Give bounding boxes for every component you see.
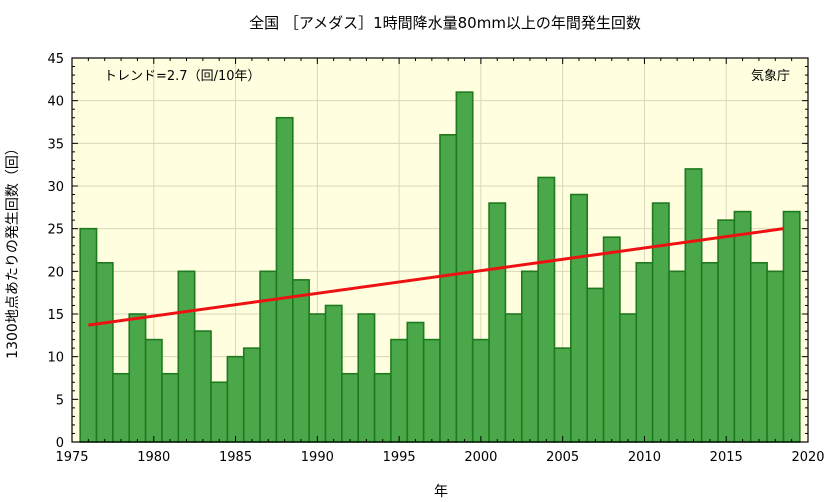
x-tick-label: 2015 [710,450,743,465]
y-axis: 0 5 10 15 20 25 30 35 40 45 [47,52,808,451]
bar-1994 [373,372,392,443]
bar-1976 [79,227,98,443]
bar-2017 [749,261,768,443]
bar-1986 [242,347,261,443]
x-tick-label: 1975 [55,450,88,465]
y-tick-label: 45 [47,52,64,67]
bar-1981 [161,372,180,443]
y-tick-label: 15 [47,308,64,323]
bar-2014 [700,261,719,443]
y-axis-title: 1300地点あたりの発生回数（回） [5,141,21,359]
y-tick-label: 25 [47,223,64,238]
trend-line [88,227,784,327]
bar-1979 [128,313,147,443]
bar-1989 [291,279,310,443]
bar-1999 [455,91,474,443]
bar-2015 [717,219,736,443]
bar-2001 [488,202,507,443]
x-tick-label: 2010 [628,450,661,465]
x-axis: 1975 1980 1985 1990 1995 2000 2005 2010 2015 2020 [55,58,825,465]
bar-2010 [635,261,654,443]
bar-1998 [439,134,458,443]
bar-2016 [733,210,752,443]
bar-1995 [390,338,409,443]
bar-2006 [570,193,589,443]
bar-2011 [651,202,670,443]
bar-1992 [341,372,360,443]
bar-1978 [112,372,131,443]
bars [79,91,801,443]
bar-1980 [144,338,163,443]
y-tick-label: 5 [56,393,64,408]
bar-2019 [782,210,801,443]
bar-1977 [95,261,114,443]
trend-label: トレンド=2.7（回/10年） [104,69,261,84]
bar-2004 [537,176,556,443]
bar-2013 [684,168,703,443]
plot-frame [71,57,809,443]
y-tick-label: 30 [47,180,64,195]
y-tick-label: 40 [47,95,64,110]
y-tick-label: 0 [56,436,64,451]
chart-title: 全国 ［アメダス］1時間降水量80mm以上の年間発生回数 [249,14,641,32]
x-axis-title: 年 [434,484,448,500]
x-tick-label: 1985 [219,450,252,465]
bar-2007 [586,287,605,443]
bar-2002 [504,313,523,443]
x-tick-label: 2005 [546,450,579,465]
x-tick-label: 2020 [791,450,824,465]
x-tick-label: 1990 [301,450,334,465]
bar-2012 [668,270,687,443]
bar-1987 [259,270,278,443]
x-tick-label: 1980 [137,450,170,465]
bar-2018 [766,270,785,443]
x-tick-label: 1995 [383,450,416,465]
y-tick-label: 20 [47,265,64,280]
y-tick-label: 10 [47,351,64,366]
bar-2005 [553,347,572,443]
source-label: 気象庁 [751,68,790,84]
bar-1996 [406,321,425,443]
y-tick-label: 35 [47,137,64,152]
bar-1990 [308,313,327,443]
bar-1985 [226,355,245,443]
bar-1997 [422,338,441,443]
x-tick-label: 2000 [464,450,497,465]
bar-1988 [275,116,294,443]
bar-1984 [210,381,229,443]
bar-2009 [619,313,638,443]
bar-2008 [602,236,621,443]
bar-2000 [471,338,490,443]
bar-2003 [520,270,539,443]
bar-1991 [324,304,343,443]
bar-1993 [357,313,376,443]
bar-1982 [177,270,196,443]
bar-1983 [193,330,212,443]
